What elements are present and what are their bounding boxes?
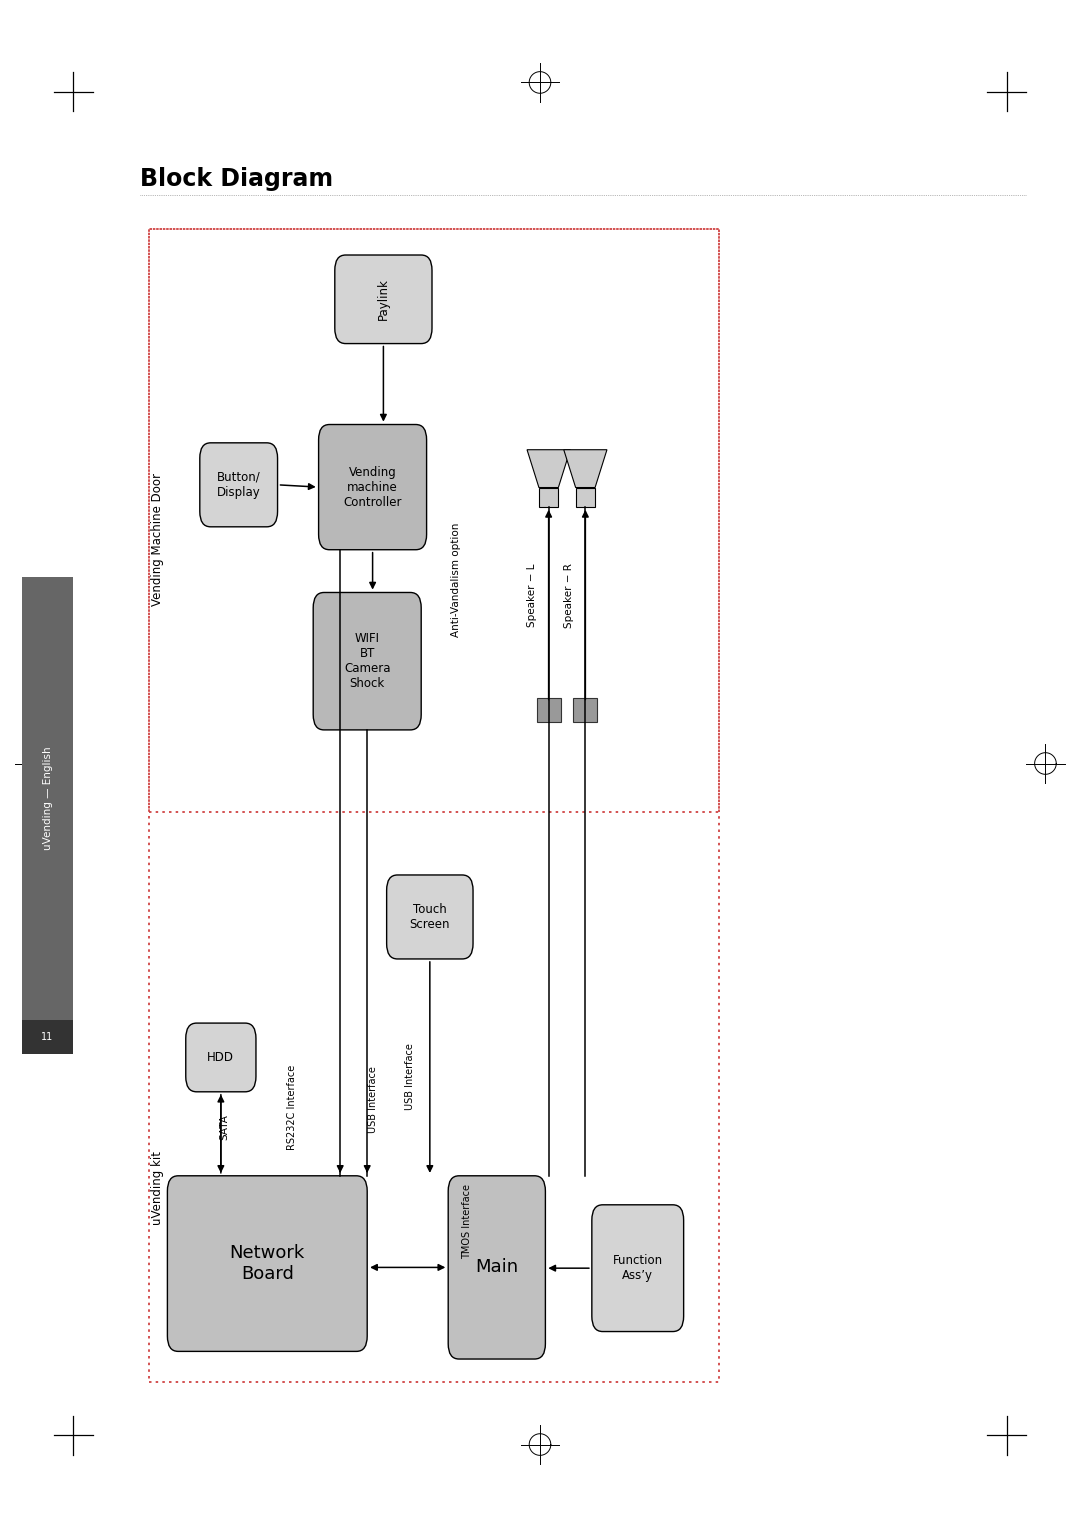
Text: Vending Machine Door: Vending Machine Door bbox=[151, 472, 164, 606]
Text: Vending
machine
Controller: Vending machine Controller bbox=[343, 466, 402, 508]
Text: Network
Board: Network Board bbox=[230, 1245, 305, 1283]
FancyBboxPatch shape bbox=[200, 443, 278, 527]
Text: USB Interface: USB Interface bbox=[367, 1066, 378, 1133]
Text: SATA: SATA bbox=[219, 1115, 230, 1139]
Text: WIFI
BT
Camera
Shock: WIFI BT Camera Shock bbox=[343, 632, 391, 690]
FancyBboxPatch shape bbox=[319, 425, 427, 550]
Bar bbox=[537, 698, 561, 722]
Text: Function
Ass’y: Function Ass’y bbox=[612, 1254, 663, 1283]
FancyBboxPatch shape bbox=[186, 1023, 256, 1092]
Text: Block Diagram: Block Diagram bbox=[140, 166, 334, 191]
Text: Speaker − R: Speaker − R bbox=[564, 563, 575, 628]
Text: Anti-Vandalism option: Anti-Vandalism option bbox=[450, 524, 461, 637]
Text: USB Interface: USB Interface bbox=[405, 1043, 416, 1110]
FancyBboxPatch shape bbox=[592, 1205, 684, 1332]
FancyBboxPatch shape bbox=[167, 1176, 367, 1351]
FancyBboxPatch shape bbox=[387, 875, 473, 959]
Polygon shape bbox=[527, 450, 570, 487]
Bar bbox=[539, 487, 558, 507]
Text: TMOS Interface: TMOS Interface bbox=[461, 1183, 472, 1260]
Bar bbox=[149, 229, 719, 812]
FancyBboxPatch shape bbox=[313, 592, 421, 730]
Bar bbox=[576, 487, 595, 507]
Text: Paylink: Paylink bbox=[377, 278, 390, 321]
Text: HDD: HDD bbox=[207, 1051, 234, 1064]
FancyBboxPatch shape bbox=[335, 255, 432, 344]
Text: Main: Main bbox=[475, 1258, 518, 1277]
Bar bbox=[22, 577, 73, 1020]
Bar bbox=[573, 698, 597, 722]
Text: RS232C Interface: RS232C Interface bbox=[286, 1064, 297, 1150]
Text: 11: 11 bbox=[41, 1032, 54, 1041]
Text: Speaker − L: Speaker − L bbox=[527, 563, 538, 628]
Bar bbox=[22, 1020, 73, 1054]
Bar bbox=[149, 229, 719, 1382]
Text: uVending — English: uVending — English bbox=[42, 747, 53, 851]
FancyBboxPatch shape bbox=[448, 1176, 545, 1359]
Polygon shape bbox=[564, 450, 607, 487]
Text: Button/
Display: Button/ Display bbox=[217, 470, 260, 499]
Text: Touch
Screen: Touch Screen bbox=[409, 902, 450, 931]
Text: uVending kit: uVending kit bbox=[151, 1151, 164, 1225]
